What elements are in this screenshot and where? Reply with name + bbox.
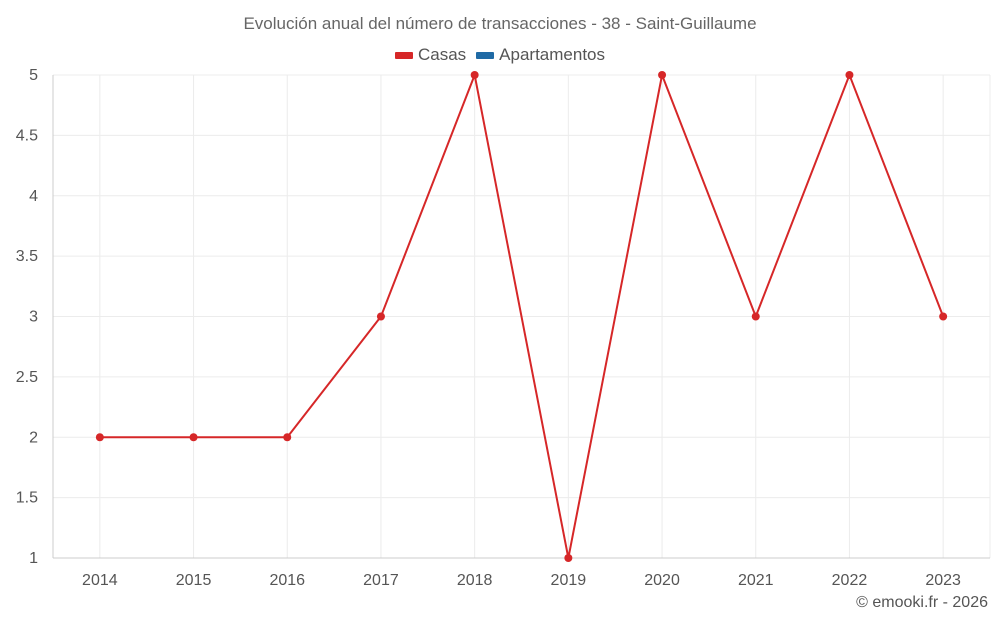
data-point[interactable] [845,71,854,79]
y-tick-label: 1.5 [16,490,38,507]
x-axis: 2014 2015 2016 2017 2018 2019 2020 2021 2022 2023 [53,557,990,589]
x-tick-label: 2020 [644,572,680,589]
y-tick-label: 3 [29,309,38,326]
data-point[interactable] [470,71,479,79]
x-tick-label: 2022 [832,572,868,589]
y-tick-label: 5 [29,67,38,84]
data-point[interactable] [95,433,104,442]
y-axis: 1 1.5 2 2.5 3 3.5 4 4.5 5 [16,67,54,567]
x-tick-label: 2015 [176,572,212,589]
x-tick-label: 2016 [269,572,305,589]
legend-item-casas[interactable]: Casas [394,45,467,65]
y-tick-label: 3.5 [16,248,38,265]
data-point[interactable] [939,312,948,321]
y-tick-label: 1 [29,550,38,567]
data-point[interactable] [751,312,760,321]
series-line-casas [99,71,945,559]
legend-item-apartamentos[interactable]: Apartamentos [476,45,605,65]
legend-label-apartamentos: Apartamentos [499,45,606,64]
x-tick-label: 2023 [925,572,961,589]
x-tick-label: 2014 [82,572,118,589]
data-point[interactable] [376,312,385,321]
legend-label-casas: Casas [417,45,467,64]
y-tick-label: 2.5 [16,369,38,386]
data-point[interactable] [189,433,198,442]
legend-swatch-apartamentos [476,51,495,59]
x-tick-label: 2021 [738,572,774,589]
legend: Casas Apartamentos [0,45,1000,65]
data-point[interactable] [564,554,573,562]
x-tick-label: 2019 [551,572,587,589]
y-tick-label: 2 [29,429,38,446]
series-layer [95,71,948,562]
y-tick-label: 4 [29,188,38,205]
data-point[interactable] [658,71,667,79]
chart-title: Evolución anual del número de transaccio… [243,14,757,33]
x-tick-label: 2017 [363,572,399,589]
x-tick-label: 2018 [457,572,493,589]
y-tick-label: 4.5 [16,127,38,144]
data-point[interactable] [283,433,292,442]
credit-text: © emooki.fr - 2026 [856,594,988,611]
legend-swatch-casas [394,51,413,59]
